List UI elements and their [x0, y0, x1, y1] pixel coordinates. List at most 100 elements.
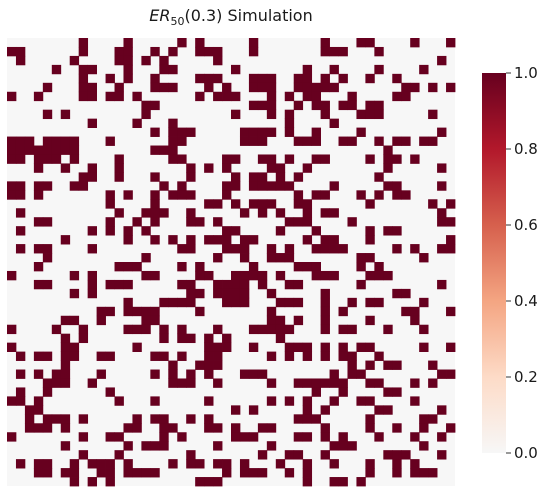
colorbar-tick-label: 0.0: [514, 444, 538, 462]
heatmap-cell: [446, 82, 456, 93]
heatmap-cell: [132, 217, 142, 227]
heatmap-cell: [114, 208, 124, 218]
heatmap-cell: [419, 324, 429, 335]
heatmap-cell: [141, 315, 151, 326]
heatmap-cell: [204, 342, 214, 352]
heatmap-cell: [275, 172, 286, 182]
heatmap-cell: [213, 199, 223, 209]
heatmap-cell: [356, 38, 366, 48]
heatmap-cell: [7, 181, 17, 191]
heatmap-cell: [320, 351, 330, 361]
heatmap-cell: [257, 450, 268, 460]
heatmap-cell: [141, 226, 151, 236]
heatmap-cell: [257, 279, 268, 290]
heatmap-cell: [222, 244, 232, 254]
heatmap-cell: [186, 333, 196, 344]
heatmap-cell: [69, 288, 80, 299]
heatmap-cell: [293, 432, 304, 442]
heatmap-cell: [356, 396, 366, 406]
heatmap-cell: [105, 91, 115, 102]
heatmap-cell: [356, 477, 366, 487]
heatmap-cell: [15, 145, 26, 155]
heatmap-cell: [42, 253, 53, 263]
heatmap-cell: [222, 459, 232, 469]
heatmap-cell: [7, 190, 17, 200]
heatmap-cell: [159, 82, 169, 93]
heatmap-cell: [96, 351, 106, 361]
heatmap-cell: [365, 38, 375, 48]
heatmap-cell: [204, 46, 214, 57]
heatmap-cell: [114, 432, 124, 442]
heatmap-cell: [150, 414, 160, 424]
heatmap-cell: [231, 270, 241, 281]
heatmap-cell: [87, 91, 97, 102]
heatmap-cell: [320, 82, 330, 93]
heatmap-cell: [231, 181, 241, 191]
heatmap-cell: [365, 253, 375, 263]
heatmap-cell: [69, 55, 80, 66]
heatmap-cell: [419, 297, 429, 308]
heatmap-cell: [365, 423, 375, 433]
heatmap-cell: [204, 333, 214, 344]
heatmap-cell: [311, 100, 321, 111]
heatmap-cell: [105, 459, 115, 469]
heatmap-cell: [168, 127, 178, 137]
heatmap-cell: [159, 414, 169, 424]
heatmap-cell: [257, 324, 268, 335]
heatmap-cell: [248, 172, 259, 182]
heatmap-cell: [195, 46, 205, 57]
heatmap-cell: [15, 181, 26, 191]
heatmap-cell: [105, 190, 115, 200]
heatmap-cell: [428, 378, 438, 388]
heatmap-cell: [141, 324, 151, 335]
heatmap-cell: [419, 136, 429, 146]
heatmap-cell: [266, 91, 277, 102]
heatmap-cell: [60, 441, 71, 451]
colorbar-tick-label: 0.8: [514, 140, 538, 158]
heatmap-cell: [42, 459, 53, 469]
heatmap-cell: [114, 91, 124, 102]
heatmap-cell: [33, 91, 44, 102]
heatmap-cell: [437, 181, 447, 191]
heatmap-cell: [69, 315, 80, 326]
heatmap-cell: [392, 387, 402, 397]
heatmap-cell: [213, 91, 223, 102]
colorbar-tick-label: 0.2: [514, 368, 538, 386]
heatmap-cell: [293, 279, 304, 290]
heatmap-cell: [374, 351, 384, 361]
heatmap-cell: [114, 46, 124, 57]
heatmap-cell: [266, 163, 277, 173]
colorbar-tick-label: 1.0: [514, 64, 538, 82]
heatmap-cell: [222, 91, 232, 102]
heatmap-cell: [7, 270, 17, 281]
heatmap-cell: [347, 217, 357, 227]
heatmap-cell: [24, 136, 35, 146]
heatmap-cell: [204, 199, 214, 209]
heatmap-cell: [15, 190, 26, 200]
heatmap-cell: [69, 459, 80, 469]
heatmap-cell: [329, 244, 339, 254]
heatmap-cell: [87, 288, 97, 299]
heatmap-cell: [302, 414, 313, 424]
heatmap-cell: [177, 154, 187, 164]
heatmap-cell: [275, 459, 286, 469]
heatmap-cell: [150, 306, 160, 317]
heatmap-cell: [222, 235, 232, 245]
heatmap-cell: [141, 441, 151, 451]
heatmap-cell: [222, 333, 232, 344]
heatmap-cell: [150, 441, 160, 451]
heatmap-cell: [7, 324, 17, 335]
heatmap-cell: [168, 145, 178, 155]
heatmap-cell: [195, 217, 205, 227]
heatmap-cell: [7, 46, 17, 57]
heatmap-cell: [24, 414, 35, 424]
heatmap-cell: [204, 423, 214, 433]
heatmap-cell: [320, 423, 330, 433]
heatmap-cell: [383, 387, 393, 397]
heatmap-cell: [365, 270, 375, 281]
heatmap-cell: [275, 208, 286, 218]
heatmap-cell: [428, 82, 438, 93]
heatmap-cell: [239, 468, 250, 478]
heatmap-cell: [383, 226, 393, 236]
heatmap-cell: [222, 342, 232, 352]
